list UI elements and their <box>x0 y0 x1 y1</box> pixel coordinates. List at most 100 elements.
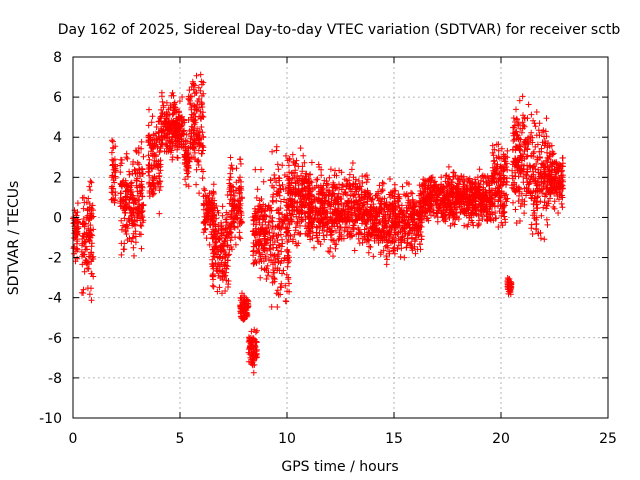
data-point <box>190 81 197 88</box>
data-point <box>233 165 240 172</box>
data-point <box>109 172 116 179</box>
data-point <box>284 229 291 236</box>
data-point <box>303 170 310 177</box>
data-point <box>200 202 207 209</box>
data-point <box>216 262 223 269</box>
data-point <box>197 108 204 115</box>
data-point <box>263 276 270 282</box>
data-point <box>211 204 218 211</box>
data-point <box>204 200 211 207</box>
data-point <box>292 191 299 198</box>
data-point <box>210 262 217 269</box>
data-point <box>181 152 188 159</box>
data-point <box>250 369 257 376</box>
data-point <box>90 253 97 260</box>
data-point <box>229 166 236 173</box>
data-point <box>132 233 139 240</box>
data-point <box>260 178 267 185</box>
data-point <box>227 214 234 221</box>
data-point <box>205 194 212 201</box>
data-point <box>286 156 293 163</box>
data-point <box>139 214 146 221</box>
data-point <box>207 222 214 229</box>
data-point <box>174 126 181 133</box>
data-point <box>409 190 416 197</box>
data-point <box>327 166 334 173</box>
data-point <box>88 240 95 247</box>
data-point <box>145 122 152 129</box>
data-point <box>153 124 160 130</box>
data-point <box>308 159 315 166</box>
x-axis-label: GPS time / hours <box>281 459 398 475</box>
data-point <box>258 206 265 212</box>
y-tick-label: 4 <box>53 130 62 146</box>
data-point <box>399 183 406 190</box>
data-point <box>287 182 293 189</box>
data-point <box>237 174 243 181</box>
data-point <box>311 244 317 251</box>
data-point <box>191 90 198 97</box>
data-point <box>87 178 94 185</box>
data-point <box>149 166 156 172</box>
data-point <box>134 184 141 191</box>
data-point <box>185 165 192 172</box>
data-point <box>298 203 305 210</box>
data-point <box>148 119 155 126</box>
data-point <box>283 152 289 159</box>
data-point <box>174 146 181 153</box>
data-point <box>182 176 189 183</box>
data-point <box>203 206 209 213</box>
data-point <box>286 280 292 287</box>
data-point <box>229 202 236 209</box>
data-point <box>558 200 565 207</box>
data-point <box>227 154 234 161</box>
data-point <box>209 207 216 214</box>
data-point <box>330 253 336 260</box>
data-point <box>264 272 271 279</box>
data-point <box>139 184 146 191</box>
data-point <box>267 242 274 249</box>
data-point <box>262 218 269 225</box>
chart-title: Day 162 of 2025, Sidereal Day-to-day VTE… <box>58 22 621 38</box>
data-point <box>134 159 141 166</box>
data-point <box>179 94 186 100</box>
data-point <box>335 190 342 197</box>
data-point <box>187 100 194 107</box>
data-point <box>176 131 183 138</box>
data-point <box>226 186 233 193</box>
data-point <box>363 179 370 186</box>
data-point <box>86 183 93 190</box>
data-point <box>210 273 217 280</box>
data-point <box>139 193 146 200</box>
data-point <box>229 197 236 204</box>
data-point <box>146 142 153 149</box>
data-point <box>168 124 174 131</box>
data-point <box>217 275 224 281</box>
data-point <box>236 205 243 212</box>
data-point <box>198 81 205 88</box>
data-point <box>237 216 244 223</box>
data-point <box>335 236 342 243</box>
data-point <box>150 143 157 150</box>
data-point <box>286 176 293 183</box>
data-point <box>299 175 306 182</box>
data-point <box>78 289 85 296</box>
data-point <box>271 276 278 283</box>
data-point <box>216 284 223 291</box>
data-point <box>276 242 283 249</box>
data-point <box>229 246 235 253</box>
data-point <box>285 162 292 169</box>
x-tick-label: 15 <box>385 431 403 447</box>
data-point <box>295 187 302 194</box>
data-point <box>516 97 523 104</box>
data-point <box>89 232 96 239</box>
data-point <box>250 240 257 246</box>
data-point <box>202 226 209 233</box>
data-point <box>279 181 286 188</box>
data-point <box>108 189 115 196</box>
data-point <box>117 169 124 176</box>
data-point <box>110 145 116 152</box>
data-point <box>201 185 207 192</box>
data-point <box>121 198 128 205</box>
data-point <box>289 151 296 158</box>
